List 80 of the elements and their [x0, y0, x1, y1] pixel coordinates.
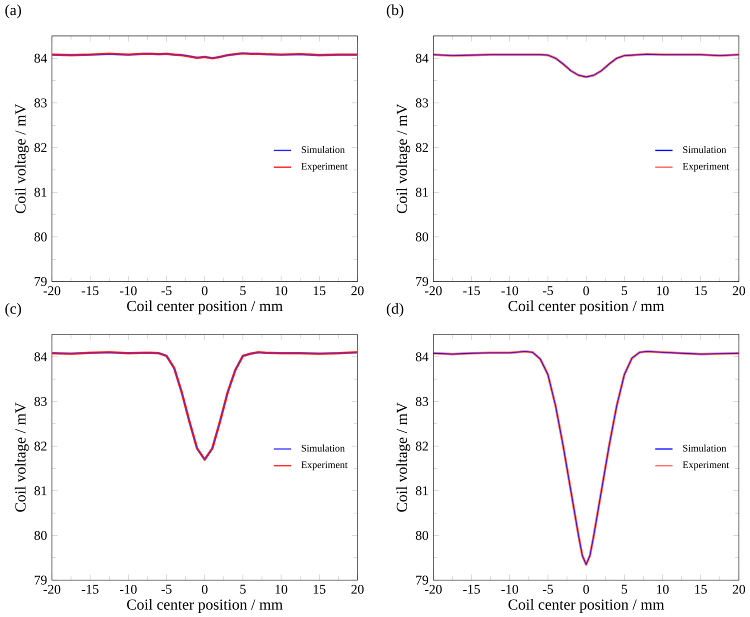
y-axis-title: Coil voltage / mV [14, 104, 29, 214]
x-tick-label: -5 [161, 584, 172, 594]
legend-label: Simulation [302, 146, 345, 153]
y-tick-label: 80 [416, 232, 428, 242]
chart-title: (c) [5, 302, 22, 317]
y-tick-label: 81 [34, 486, 46, 496]
x-tick-label: -10 [120, 286, 137, 296]
chart-title: (d) [386, 302, 404, 317]
chart-title: (a) [5, 4, 22, 18]
legend-label: Simulation [683, 444, 726, 452]
y-tick-label: 84 [34, 54, 48, 63]
x-tick-label: 20 [732, 584, 746, 594]
x-axis-title: Coil center position / mm [127, 300, 283, 314]
x-tick-label: 5 [240, 286, 246, 295]
x-axis-title: Coil center position / mm [508, 300, 664, 314]
y-tick-label: 82 [416, 142, 428, 152]
x-tick-label: 20 [351, 584, 364, 594]
x-tick-label: -20 [424, 584, 442, 594]
y-tick-label: 81 [34, 188, 46, 197]
x-tick-label: 10 [276, 584, 288, 594]
y-tick-label: 81 [416, 486, 428, 496]
y-tick-label: 84 [416, 54, 428, 63]
x-tick-label: -5 [161, 286, 172, 295]
y-tick-label: 83 [416, 396, 428, 406]
legend-label: Experiment [682, 162, 730, 172]
x-tick-label: 10 [657, 584, 669, 594]
x-tick-label: 10 [276, 286, 288, 296]
legend-label: Experiment [301, 461, 348, 470]
legend-label: Simulation [302, 444, 345, 452]
y-axis-title: Coil voltage / mV [14, 402, 29, 512]
x-tick-label: -5 [542, 286, 553, 295]
y-tick-label: 82 [34, 142, 46, 152]
x-tick-label: -20 [44, 584, 60, 594]
x-tick-label: -20 [44, 286, 60, 296]
y-tick-label: 79 [34, 276, 47, 286]
x-tick-label: 5 [240, 584, 246, 594]
x-tick-label: -15 [463, 584, 480, 594]
x-tick-label: -5 [542, 584, 553, 594]
x-tick-label: 5 [622, 584, 628, 594]
y-tick-label: 79 [416, 576, 428, 584]
y-tick-label: 79 [34, 576, 47, 584]
x-tick-label: 0 [583, 584, 589, 594]
x-tick-label: 0 [583, 286, 589, 296]
chart-title: (b) [386, 4, 404, 18]
x-tick-label: 20 [732, 286, 746, 296]
x-tick-label: -15 [82, 584, 98, 594]
x-tick-label: 0 [202, 584, 208, 594]
x-tick-label: 10 [657, 286, 669, 296]
x-tick-label: 15 [695, 584, 707, 594]
y-tick-label: 80 [34, 232, 47, 242]
x-tick-label: -15 [82, 286, 98, 296]
y-tick-label: 80 [34, 530, 47, 540]
legend-label: Simulation [683, 146, 726, 153]
y-tick-label: 83 [416, 98, 428, 108]
y-tick-label: 82 [416, 442, 428, 450]
y-tick-label: 82 [34, 442, 46, 450]
x-tick-label: 15 [695, 286, 707, 296]
legend-label: Experiment [301, 162, 348, 172]
y-tick-label: 83 [34, 396, 47, 406]
x-tick-label: 15 [314, 584, 326, 594]
y-tick-label: 80 [416, 530, 428, 540]
y-axis-title: Coil voltage / mV [396, 402, 410, 512]
x-tick-label: -20 [424, 286, 442, 296]
x-axis-title: Coil center position / mm [508, 598, 664, 613]
x-tick-label: 0 [202, 286, 208, 296]
x-axis-title: Coil center position / mm [127, 598, 283, 613]
x-tick-label: -10 [120, 584, 137, 594]
y-tick-label: 84 [34, 352, 48, 362]
y-tick-label: 81 [416, 188, 428, 197]
y-tick-label: 83 [34, 98, 47, 108]
x-tick-label: -10 [501, 286, 518, 296]
x-tick-label: 15 [314, 286, 326, 296]
y-tick-label: 79 [416, 276, 428, 286]
y-axis-title: Coil voltage / mV [396, 104, 410, 214]
y-tick-label: 84 [416, 352, 428, 362]
legend-label: Experiment [682, 461, 730, 470]
x-tick-label: -10 [501, 584, 518, 594]
x-tick-label: 20 [351, 286, 364, 296]
x-tick-label: -15 [463, 286, 480, 296]
x-tick-label: 5 [622, 286, 628, 295]
